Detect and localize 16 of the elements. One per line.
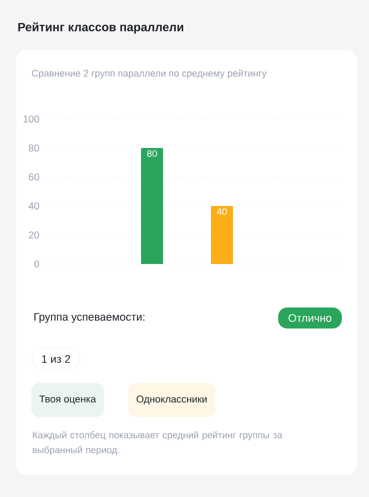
y-tick-label: 60 [28, 173, 40, 181]
text: Группа успеваемости: [34, 313, 144, 323]
text: Твоя оценка [39, 396, 96, 404]
y-tick-label: 0 [34, 260, 40, 268]
data-label: 40 [216, 208, 227, 215]
data-label: 80 [147, 150, 157, 157]
text: Одноклассники [136, 396, 207, 404]
chart-title: Рейтинг классов параллели [18, 22, 184, 34]
y-tick-label: 20 [28, 231, 40, 239]
y-tick-label: 100 [24, 115, 40, 123]
text: Отлично [288, 314, 332, 322]
text: 1 из 2 [42, 355, 70, 363]
chart-subtitle: Сравнение 2 групп параллели по среднему рейтингу [32, 69, 267, 79]
y-tick-label: 80 [28, 144, 40, 152]
text: Каждый столбец показывает средний рейтинг группы за выбранный период. [32, 431, 282, 456]
y-tick-label: 40 [28, 202, 40, 210]
